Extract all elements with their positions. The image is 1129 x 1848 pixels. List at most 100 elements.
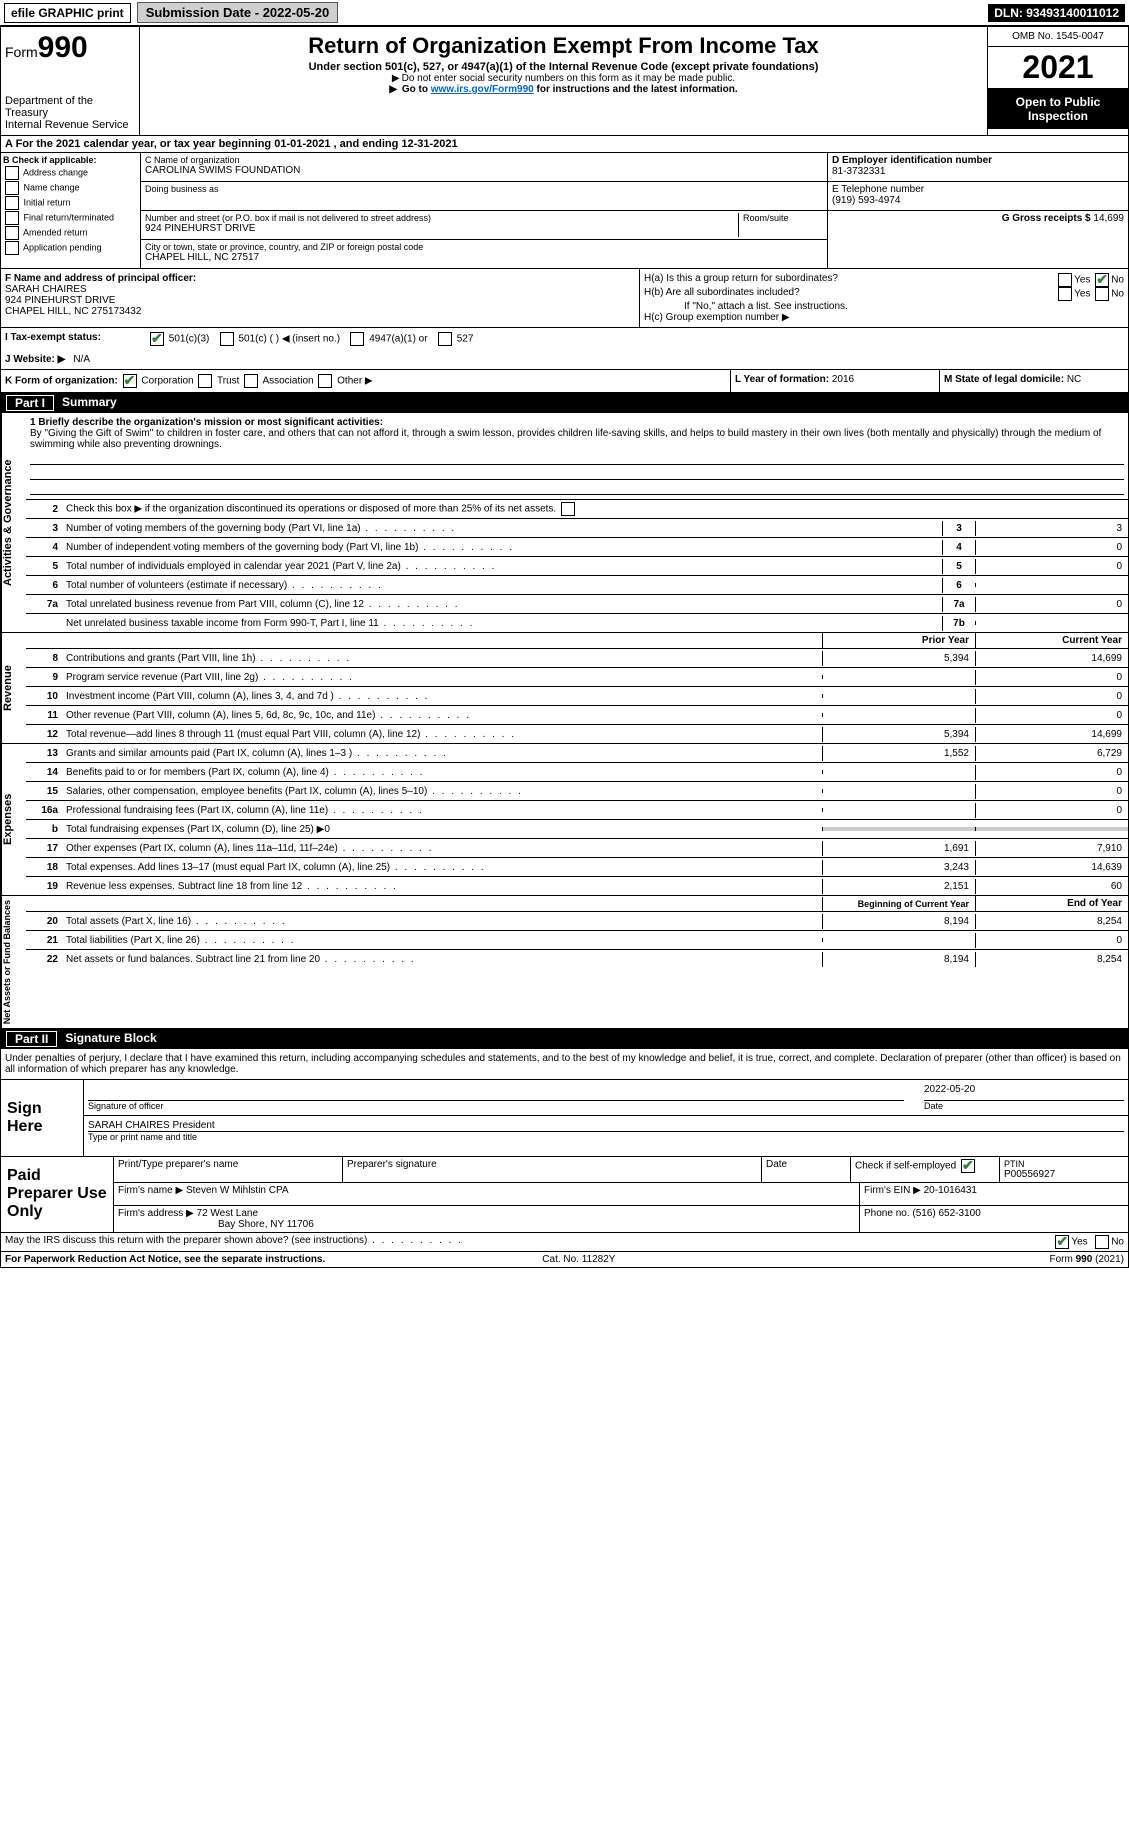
cb-501c3[interactable] xyxy=(150,332,164,346)
governance-section: Activities & Governance 1 Briefly descri… xyxy=(0,413,1129,633)
header-right: OMB No. 1545-0047 2021 Open to Public In… xyxy=(987,27,1128,135)
cb-association[interactable] xyxy=(244,374,258,388)
footer-form-id: Form 990 (2021) xyxy=(1050,1254,1124,1265)
cb-application[interactable]: Application pending xyxy=(3,241,138,255)
efile-label: efile GRAPHIC print xyxy=(4,3,131,23)
summary-line: 17Other expenses (Part IX, column (A), l… xyxy=(26,839,1128,858)
open-inspection: Open to Public Inspection xyxy=(988,89,1128,129)
dln-label: DLN: 93493140011012 xyxy=(988,4,1125,22)
summary-line: 8Contributions and grants (Part VIII, li… xyxy=(26,649,1128,668)
ha-no-checkbox[interactable] xyxy=(1095,273,1109,287)
cb-other[interactable] xyxy=(318,374,332,388)
header-left: Form990 Department of the Treasury Inter… xyxy=(1,27,140,135)
gross-receipts: 14,699 xyxy=(1093,213,1124,224)
tax-period-row: A For the 2021 calendar year, or tax yea… xyxy=(0,136,1129,153)
summary-line: 22Net assets or fund balances. Subtract … xyxy=(26,950,1128,968)
net-col-header: Beginning of Current Year End of Year xyxy=(26,896,1128,912)
summary-line: 9Program service revenue (Part VIII, lin… xyxy=(26,668,1128,687)
firm-name: Steven W Mihlstin CPA xyxy=(186,1185,289,1196)
ptin-value: P00556927 xyxy=(1004,1169,1124,1180)
cb-initial-return[interactable]: Initial return xyxy=(3,196,138,210)
cb-trust[interactable] xyxy=(198,374,212,388)
revenue-section: Revenue Prior Year Current Year 8Contrib… xyxy=(0,633,1129,744)
preparer-phone: (516) 652-3100 xyxy=(912,1208,980,1219)
street-address: 924 PINEHURST DRIVE xyxy=(145,223,738,234)
goto-line: Go to www.irs.gov/Form990 for instructio… xyxy=(144,84,983,95)
summary-line: 10Investment income (Part VIII, column (… xyxy=(26,687,1128,706)
line-2: 2 Check this box ▶ if the organization d… xyxy=(26,500,1128,519)
net-assets-section: Net Assets or Fund Balances Beginning of… xyxy=(0,896,1129,1029)
year-formation: 2016 xyxy=(832,374,854,385)
sign-here-block: Sign Here Signature of officer 2022-05-2… xyxy=(1,1080,1128,1157)
hb-yes-checkbox[interactable] xyxy=(1058,287,1072,301)
summary-line: 12Total revenue—add lines 8 through 11 (… xyxy=(26,725,1128,743)
form-title: Return of Organization Exempt From Incom… xyxy=(144,33,983,59)
mission-text: By "Giving the Gift of Swim" to children… xyxy=(30,428,1124,450)
rev-col-header: Prior Year Current Year xyxy=(26,633,1128,649)
row-k-l-m: K Form of organization: Corporation Trus… xyxy=(0,370,1129,393)
officer-name: SARAH CHAIRES xyxy=(5,284,635,295)
side-expenses: Expenses xyxy=(1,744,26,895)
entity-block: B Check if applicable: Address change Na… xyxy=(0,153,1129,269)
cb-amended[interactable]: Amended return xyxy=(3,226,138,240)
dept-treasury: Department of the Treasury xyxy=(5,95,135,119)
ein: 81-3732331 xyxy=(832,166,1124,177)
summary-line: 16aProfessional fundraising fees (Part I… xyxy=(26,801,1128,820)
summary-line: 20Total assets (Part X, line 16)8,1948,2… xyxy=(26,912,1128,931)
form-number: Form990 xyxy=(5,31,135,65)
side-revenue: Revenue xyxy=(1,633,26,743)
box-b: B Check if applicable: Address change Na… xyxy=(1,153,141,268)
city-state-zip: CHAPEL HILL, NC 27517 xyxy=(145,252,823,263)
summary-line: 15Salaries, other compensation, employee… xyxy=(26,782,1128,801)
org-name: CAROLINA SWIMS FOUNDATION xyxy=(145,165,823,176)
firm-address-1: 72 West Lane xyxy=(197,1208,259,1219)
cb-501c[interactable] xyxy=(220,332,234,346)
website-value: N/A xyxy=(69,350,94,369)
expenses-section: Expenses 13Grants and similar amounts pa… xyxy=(0,744,1129,896)
summary-line: 21Total liabilities (Part X, line 26)0 xyxy=(26,931,1128,950)
summary-line: 18Total expenses. Add lines 13–17 (must … xyxy=(26,858,1128,877)
cb-final-return[interactable]: Final return/terminated xyxy=(3,211,138,225)
form-subtitle: Under section 501(c), 527, or 4947(a)(1)… xyxy=(144,61,983,73)
side-governance: Activities & Governance xyxy=(1,413,26,632)
box-d-e-g: D Employer identification number 81-3732… xyxy=(828,153,1128,268)
form-footer: For Paperwork Reduction Act Notice, see … xyxy=(0,1252,1129,1268)
row-j: J Website: ▶ N/A xyxy=(0,350,1129,370)
cb-discuss-no[interactable] xyxy=(1095,1235,1109,1249)
cb-4947[interactable] xyxy=(350,332,364,346)
firm-ein: 20-1016431 xyxy=(924,1185,977,1196)
efile-topbar: efile GRAPHIC print Submission Date - 20… xyxy=(0,0,1129,26)
signature-block: Under penalties of perjury, I declare th… xyxy=(0,1049,1129,1252)
cb-discontinued[interactable] xyxy=(561,502,575,516)
irs-link[interactable]: www.irs.gov/Form990 xyxy=(431,84,534,95)
summary-line: Net unrelated business taxable income fr… xyxy=(26,614,1128,632)
tax-year: 2021 xyxy=(988,47,1128,89)
cb-527[interactable] xyxy=(438,332,452,346)
officer-printed-name: SARAH CHAIRES President xyxy=(88,1120,1124,1132)
summary-line: 6Total number of volunteers (estimate if… xyxy=(26,576,1128,595)
penalty-declaration: Under penalties of perjury, I declare th… xyxy=(1,1049,1128,1080)
sig-date-value: 2022-05-20 xyxy=(924,1084,1124,1101)
state-domicile: NC xyxy=(1067,374,1081,385)
cb-name-change[interactable]: Name change xyxy=(3,181,138,195)
hb-no-checkbox[interactable] xyxy=(1095,287,1109,301)
cb-address-change[interactable]: Address change xyxy=(3,166,138,180)
section-f-h: F Name and address of principal officer:… xyxy=(0,269,1129,328)
cb-corporation[interactable] xyxy=(123,374,137,388)
ssn-note: Do not enter social security numbers on … xyxy=(144,73,983,84)
header-center: Return of Organization Exempt From Incom… xyxy=(140,27,987,135)
submission-date-button[interactable]: Submission Date - 2022-05-20 xyxy=(137,2,339,23)
firm-address-2: Bay Shore, NY 11706 xyxy=(118,1219,855,1230)
cb-self-employed[interactable] xyxy=(961,1159,975,1173)
omb-number: OMB No. 1545-0047 xyxy=(988,27,1128,47)
form-header: Form990 Department of the Treasury Inter… xyxy=(0,26,1129,136)
summary-line: 3Number of voting members of the governi… xyxy=(26,519,1128,538)
summary-line: 14Benefits paid to or for members (Part … xyxy=(26,763,1128,782)
irs-label: Internal Revenue Service xyxy=(5,119,135,131)
box-f: F Name and address of principal officer:… xyxy=(1,269,640,327)
summary-line: 4Number of independent voting members of… xyxy=(26,538,1128,557)
summary-line: 11Other revenue (Part VIII, column (A), … xyxy=(26,706,1128,725)
ha-yes-checkbox[interactable] xyxy=(1058,273,1072,287)
cb-discuss-yes[interactable] xyxy=(1055,1235,1069,1249)
row-i: I Tax-exempt status: 501(c)(3) 501(c) ( … xyxy=(0,328,1129,350)
